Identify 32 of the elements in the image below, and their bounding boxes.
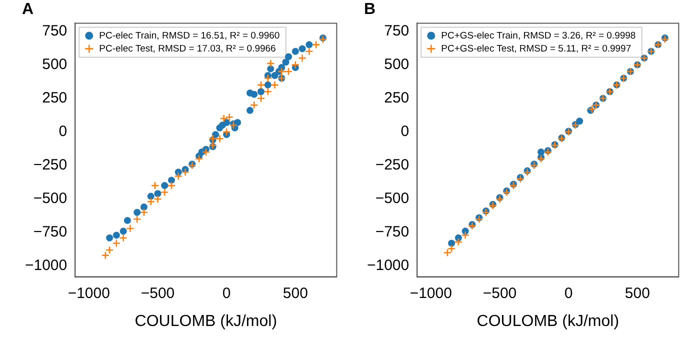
y-tick-label: 250 [42, 89, 68, 106]
y-tick-label: −250 [375, 156, 410, 174]
chart-title: A [22, 1, 34, 18]
legend-label: PC-elec Train, RMSD = 16.51, R² = 0.9960 [99, 30, 280, 42]
y-tick-label: 750 [384, 22, 410, 40]
x-tick-label: −500 [140, 284, 175, 302]
y-tick-label: −1000 [366, 257, 410, 274]
y-tick-label: −250 [33, 156, 68, 174]
y-tick-label: 0 [400, 123, 410, 140]
x-axis-title: COULOMB (kJ/mol) [134, 312, 278, 330]
y-tick-label: −750 [375, 224, 410, 241]
y-tick-label: 500 [384, 56, 410, 73]
y-tick-label: 0 [58, 123, 68, 140]
y-tick-label: 750 [42, 22, 68, 40]
x-tick-label: 500 [282, 284, 308, 302]
x-tick-label: 500 [624, 284, 650, 302]
y-tick-label: −1000 [24, 257, 68, 274]
y-tick-label: 500 [42, 56, 68, 73]
chart-title: B [364, 1, 376, 18]
y-tick-label: 250 [384, 89, 410, 106]
legend-label: PC-elec Test, RMSD = 17.03, R² = 0.9966 [99, 43, 276, 54]
y-tick-label: −500 [33, 190, 68, 208]
x-axis-title: COULOMB (kJ/mol) [476, 312, 620, 330]
y-tick-label: −500 [375, 190, 410, 208]
x-tick-label: 0 [564, 284, 573, 302]
x-tick-label: −1000 [410, 284, 452, 302]
x-tick-label: −500 [482, 284, 517, 302]
x-tick-label: 0 [222, 284, 231, 302]
x-tick-label: −1000 [68, 284, 110, 302]
legend-label: PC+GS-elec Train, RMSD = 3.26, R² = 0.9998 [441, 30, 636, 42]
y-tick-label: −750 [33, 224, 68, 241]
legend-label: PC+GS-elec Test, RMSD = 5.11, R² = 0.9997 [441, 43, 632, 54]
